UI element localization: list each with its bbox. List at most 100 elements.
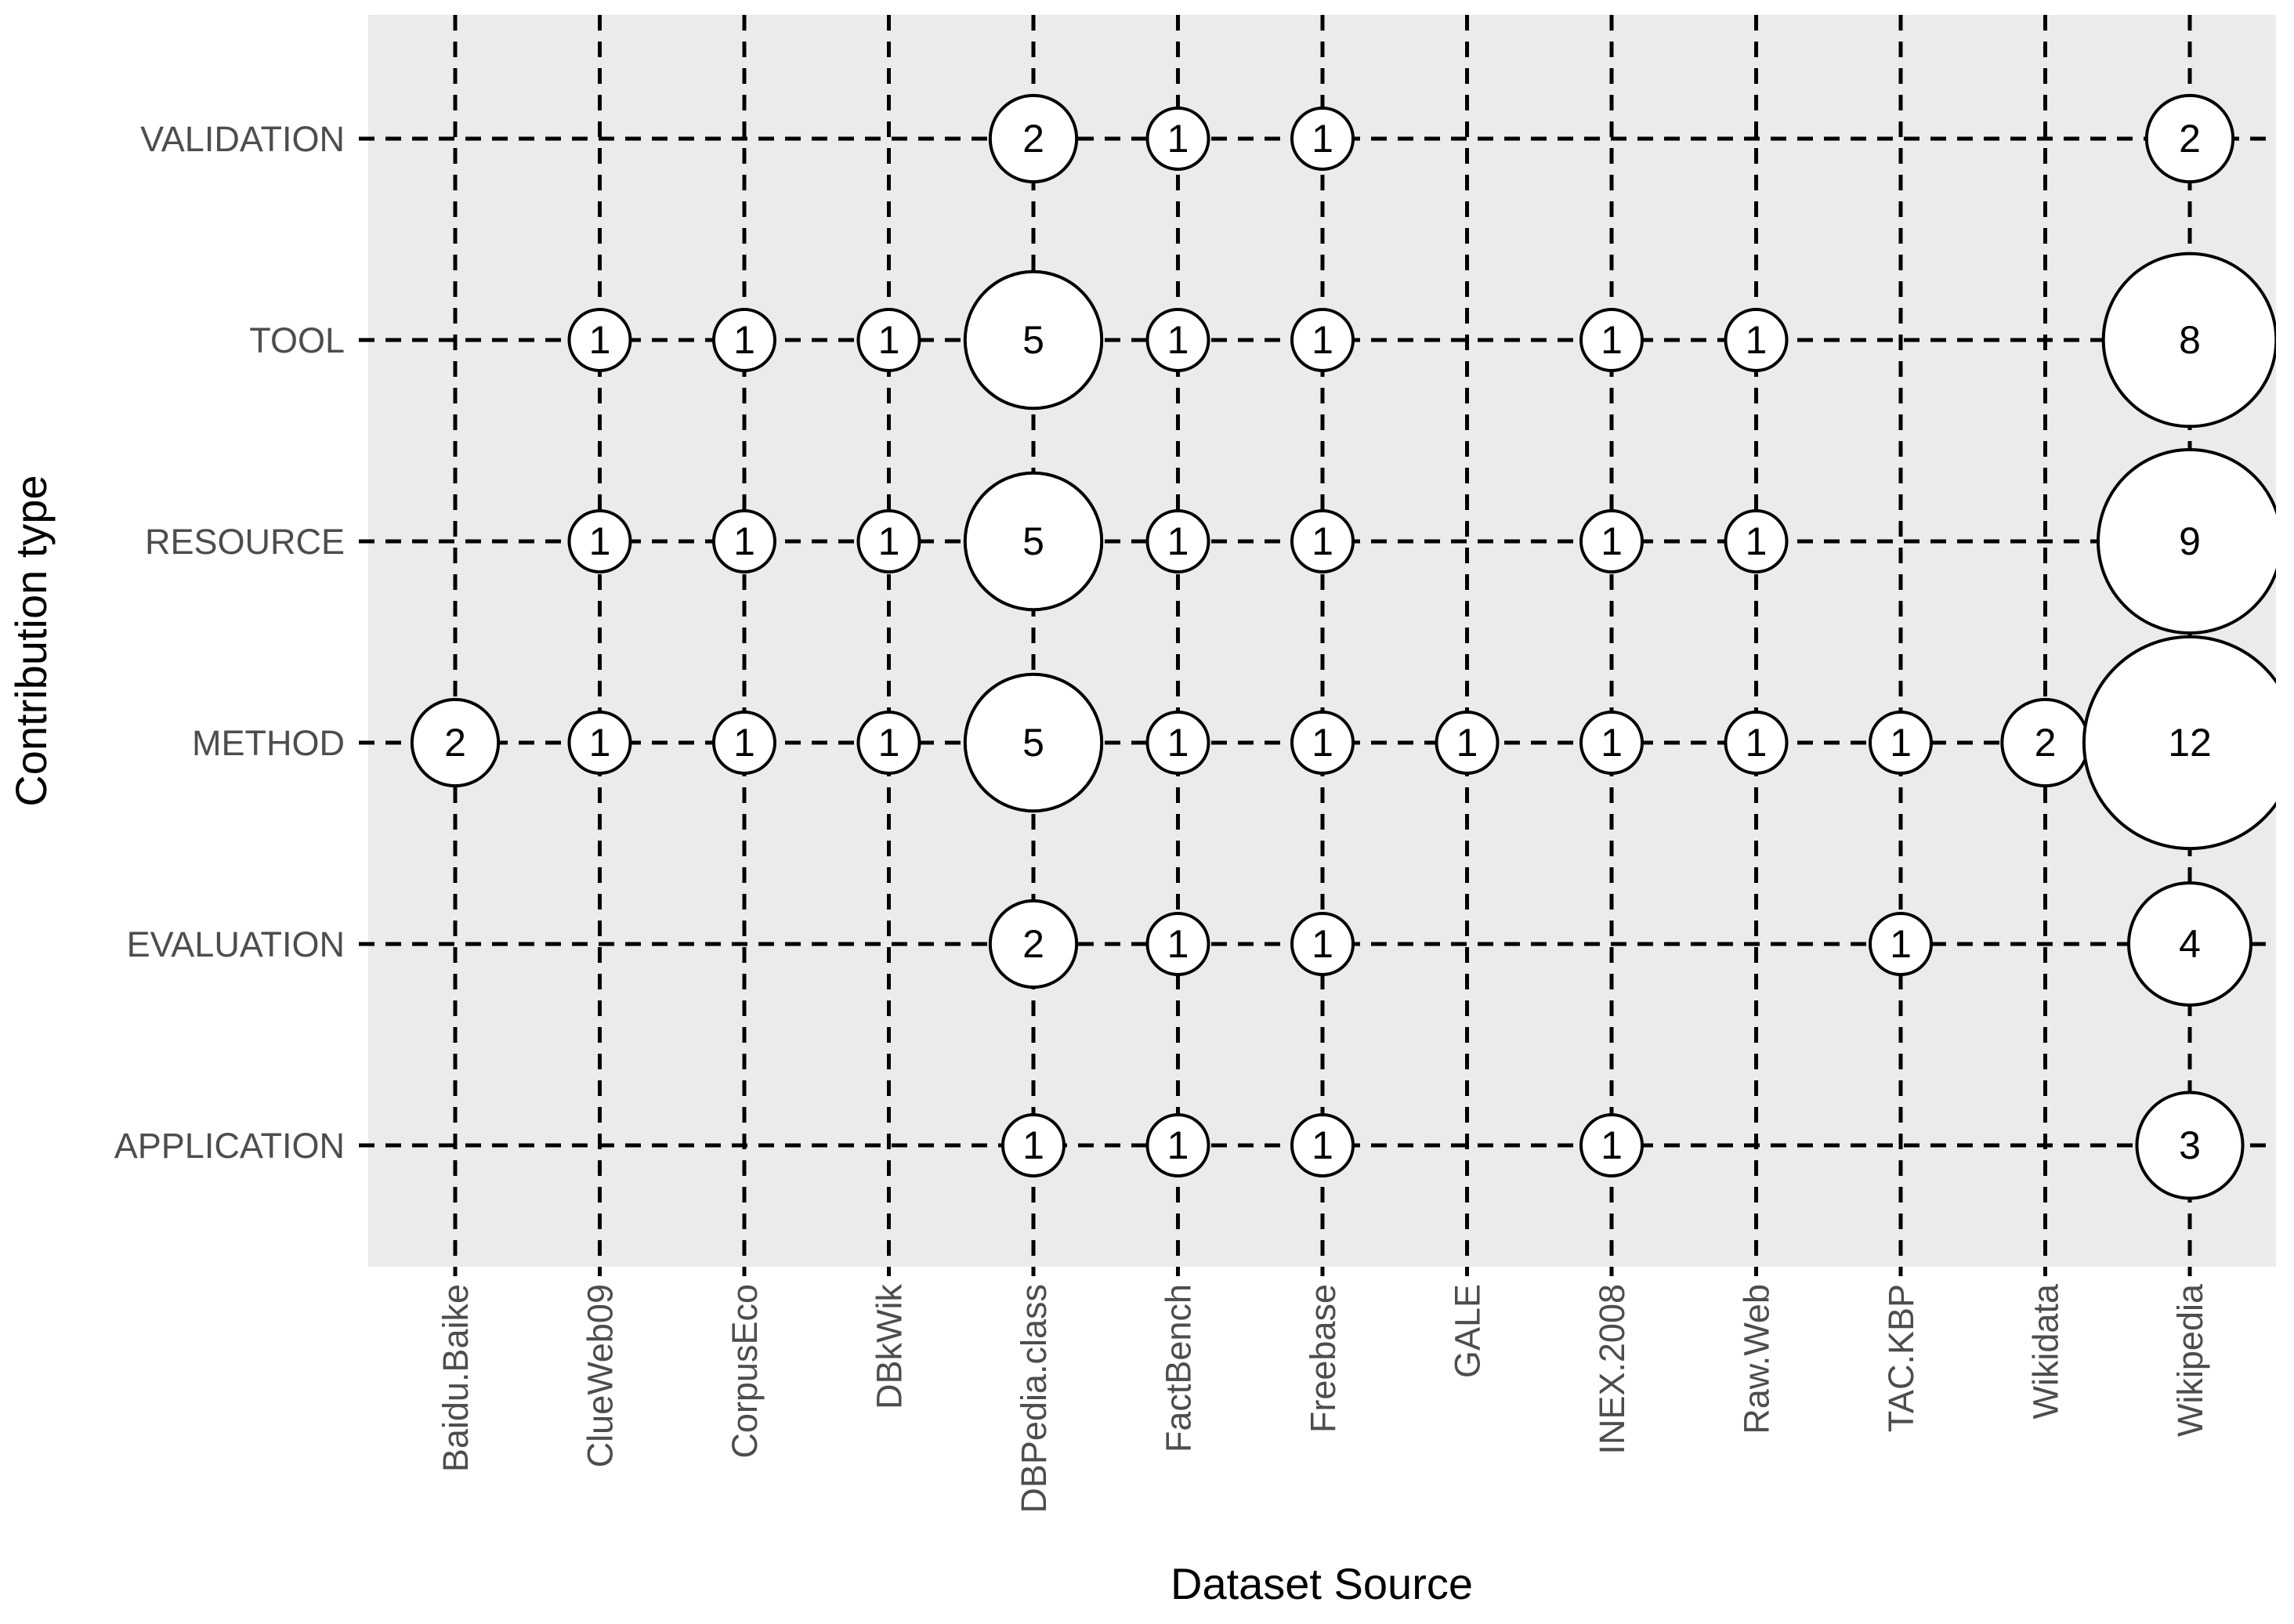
- bubble: [1290, 308, 1355, 372]
- y-tick-label: METHOD: [192, 723, 345, 763]
- bubble-label: 1: [878, 318, 900, 362]
- bubble-label: 1: [1601, 318, 1623, 362]
- bubble: [1145, 308, 1210, 372]
- bubble-label: 1: [1167, 318, 1189, 362]
- bubble-label: 1: [1312, 318, 1333, 362]
- bubble-label: 1: [1312, 721, 1333, 765]
- bubble: [2101, 251, 2276, 429]
- bubble: [1724, 308, 1789, 372]
- bubble: [2082, 635, 2276, 851]
- bubble: [1724, 509, 1789, 573]
- bubble: [1145, 107, 1210, 171]
- bubble: [963, 471, 1104, 612]
- bubble: [1869, 912, 1933, 976]
- x-tick-label: Wikidata: [2026, 1283, 2066, 1420]
- bubble-label: 1: [878, 519, 900, 563]
- y-axis-title: Contribution type: [6, 475, 56, 806]
- bubble: [567, 711, 632, 775]
- y-tick-label: TOOL: [249, 320, 345, 360]
- bubble-label: 4: [2179, 922, 2201, 966]
- x-tick-label: Baidu.Baike: [436, 1284, 476, 1472]
- bubble: [1145, 509, 1210, 573]
- grid: [359, 15, 2276, 1276]
- bubble: [856, 509, 921, 573]
- bubble: [1145, 1113, 1210, 1177]
- bubble: [988, 93, 1079, 184]
- bubble: [2135, 1091, 2245, 1200]
- x-tick-label: ClueWeb09: [581, 1284, 621, 1467]
- bubble: [988, 899, 1079, 989]
- y-tick-label: APPLICATION: [114, 1126, 345, 1166]
- bubble: [1579, 509, 1644, 573]
- bubble-label: 1: [1167, 117, 1189, 161]
- bubble-label: 1: [878, 721, 900, 765]
- bubble-label: 2: [1022, 922, 1044, 966]
- bubble: [567, 308, 632, 372]
- bubble-label: 1: [1456, 721, 1478, 765]
- x-tick-label: Wikipedia: [2170, 1283, 2210, 1437]
- bubble-label: 2: [1022, 117, 1044, 161]
- bubble: [1724, 711, 1789, 775]
- x-tick-label: Freebase: [1303, 1284, 1343, 1433]
- bubble-label: 1: [1601, 721, 1623, 765]
- bubble-label: 5: [1022, 318, 1044, 362]
- bubble-label: 8: [2179, 318, 2201, 362]
- bubble-label: 1: [733, 519, 755, 563]
- x-axis-title: Dataset Source: [1171, 1559, 1473, 1608]
- x-tick-label: INEX.2008: [1592, 1284, 1632, 1455]
- bubble-label: 1: [1890, 721, 1912, 765]
- bubble-label: 1: [1746, 519, 1768, 563]
- bubble: [1869, 711, 1933, 775]
- bubble-label: 2: [2179, 117, 2201, 161]
- bubble-label: 1: [1167, 922, 1189, 966]
- bubble-label: 2: [444, 721, 466, 765]
- bubble-label: 1: [1746, 721, 1768, 765]
- bubble-label: 1: [1022, 1123, 1044, 1167]
- bubble-label: 1: [589, 721, 611, 765]
- y-tick-label: RESOURCE: [145, 522, 345, 562]
- bubble: [712, 711, 776, 775]
- bubble-label: 1: [589, 519, 611, 563]
- bubble: [963, 672, 1104, 813]
- bubble-label: 2: [2035, 721, 2057, 765]
- bubble: [856, 711, 921, 775]
- bubble-label: 1: [1746, 318, 1768, 362]
- bubble-label: 5: [1022, 721, 1044, 765]
- bubble: [567, 509, 632, 573]
- bubble: [1290, 1113, 1355, 1177]
- bubble: [712, 308, 776, 372]
- bubble-label: 1: [1312, 1123, 1333, 1167]
- x-tick-label: GALE: [1448, 1284, 1488, 1378]
- bubble-label: 1: [733, 318, 755, 362]
- bubble: [1579, 308, 1644, 372]
- y-tick-label: VALIDATION: [140, 119, 345, 159]
- bubble-label: 1: [1312, 922, 1333, 966]
- bubble-label: 1: [1167, 721, 1189, 765]
- x-tick-label: TAC.KBP: [1881, 1284, 1921, 1432]
- bubble: [1435, 711, 1500, 775]
- bubble-label: 1: [1601, 1123, 1623, 1167]
- bubble: [1001, 1113, 1066, 1177]
- bubble-label: 12: [2168, 721, 2212, 765]
- bubble: [1290, 107, 1355, 171]
- bubble-label: 1: [1601, 519, 1623, 563]
- bubble: [2127, 881, 2252, 1007]
- bubble-label: 1: [733, 721, 755, 765]
- y-tick-label: EVALUATION: [127, 924, 345, 964]
- bubble: [2144, 93, 2235, 184]
- bubble: [1145, 912, 1210, 976]
- bubble: [2097, 448, 2276, 635]
- bubbles: 2 1 1 21 1 1 5 1 1 1 1 81 1 1 5 1 1 1 1 92 1 1 1 5 1 1 1 1 1 1 2 122 1 1 1…: [410, 93, 2276, 1200]
- x-tick-label: Raw.Web: [1737, 1284, 1777, 1434]
- bubble: [410, 697, 501, 788]
- bubble: [1579, 711, 1644, 775]
- x-tick-label: DBkWik: [870, 1284, 910, 1409]
- bubble-label: 3: [2179, 1123, 2201, 1167]
- x-tick-label: CorpusEco: [725, 1284, 765, 1459]
- bubble-label: 1: [1890, 922, 1912, 966]
- bubble: [1579, 1113, 1644, 1177]
- bubble-label: 9: [2179, 519, 2201, 563]
- x-tick-label: FactBench: [1159, 1284, 1199, 1452]
